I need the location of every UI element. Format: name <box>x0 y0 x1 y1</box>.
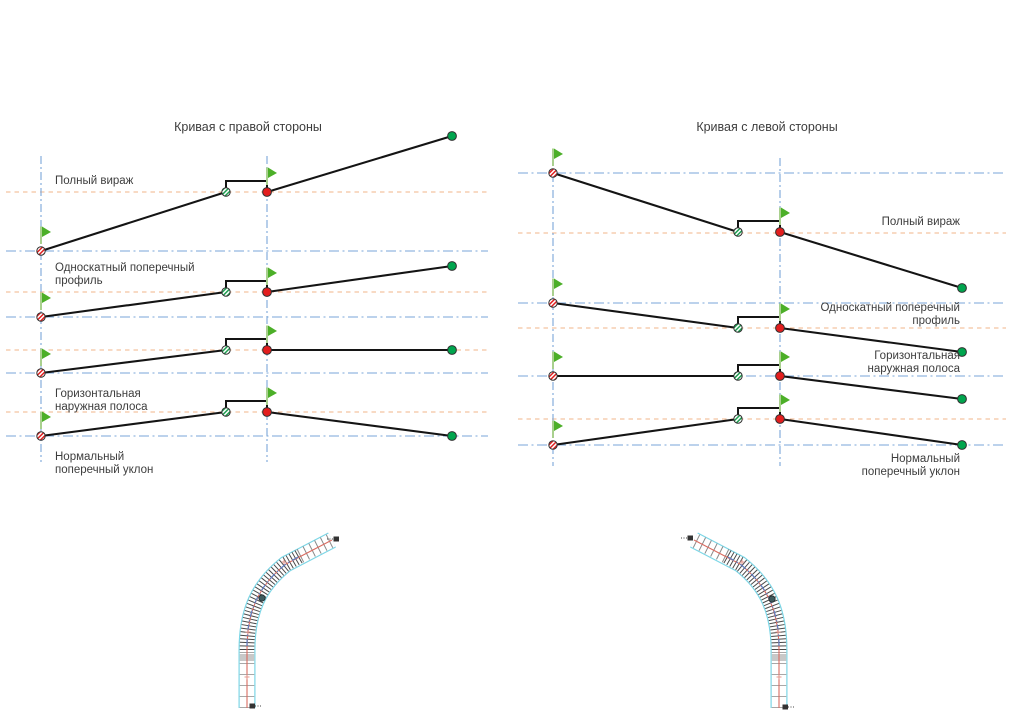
green-flag-icon <box>40 348 51 366</box>
end-point-marker <box>957 347 967 357</box>
pivot-point-marker <box>262 187 272 197</box>
row-label-1-2: Горизонтальная наружная полоса <box>867 350 960 376</box>
pivot-point-marker <box>775 323 785 333</box>
curve-axis-line <box>246 556 299 647</box>
green-flag-icon <box>779 207 790 225</box>
station-marker <box>249 703 261 709</box>
step-bracket <box>737 220 781 228</box>
start-point-marker <box>36 312 46 322</box>
green-flag-icon <box>779 351 790 369</box>
green-flag-icon <box>552 351 563 369</box>
row-label-1-0: Полный вираж <box>881 216 960 228</box>
green-flag-icon <box>552 420 563 438</box>
transition-point-marker <box>733 371 743 381</box>
end-point-marker <box>957 394 967 404</box>
transition-point-marker <box>221 287 231 297</box>
start-point-marker <box>548 440 558 450</box>
curve-axis-line <box>727 556 780 647</box>
curve-midpoint-marker <box>768 595 776 603</box>
start-point-marker <box>548 371 558 381</box>
start-point-marker <box>36 431 46 441</box>
green-flag-icon <box>779 394 790 412</box>
green-flag-icon <box>552 278 563 296</box>
green-flag-icon <box>266 387 277 405</box>
green-flag-icon <box>779 303 790 321</box>
station-marker <box>782 704 794 710</box>
plan-view-left-curve <box>681 532 794 710</box>
pivot-point-marker <box>775 414 785 424</box>
row-label-1-1: Односкатный поперечный профиль <box>820 302 960 328</box>
end-point-marker <box>447 431 457 441</box>
station-marker <box>681 535 693 541</box>
end-point-marker <box>447 261 457 271</box>
end-point-marker <box>957 283 967 293</box>
curve-midpoint-marker <box>258 594 266 602</box>
row-label-0-2: Горизонтальная наружная полоса <box>55 388 148 414</box>
end-point-marker <box>447 131 457 141</box>
green-flag-icon <box>40 226 51 244</box>
diagram-curve-left-side <box>518 148 1006 466</box>
green-flag-icon <box>40 292 51 310</box>
plan-view-right-curve <box>238 532 339 709</box>
step-bracket <box>225 280 268 288</box>
pivot-point-marker <box>262 345 272 355</box>
left-diagram-title: Кривая с правой стороны <box>174 120 322 134</box>
green-flag-icon <box>266 167 277 185</box>
transition-point-marker <box>733 227 743 237</box>
transition-point-marker <box>221 345 231 355</box>
row-label-0-3: Нормальный поперечный уклон <box>55 451 154 477</box>
pivot-point-marker <box>262 287 272 297</box>
transition-point-marker <box>221 187 231 197</box>
green-flag-icon <box>266 325 277 343</box>
step-bracket <box>737 316 781 324</box>
transition-point-marker <box>733 414 743 424</box>
step-bracket <box>737 407 781 415</box>
end-point-marker <box>447 345 457 355</box>
transition-point-marker <box>733 323 743 333</box>
green-flag-icon <box>552 148 563 166</box>
step-bracket <box>737 364 781 372</box>
step-bracket <box>225 338 268 346</box>
start-point-marker <box>36 246 46 256</box>
step-bracket <box>225 180 268 188</box>
start-point-marker <box>548 168 558 178</box>
diagram-curve-right-side <box>6 131 488 462</box>
green-flag-icon <box>266 267 277 285</box>
start-point-marker <box>36 368 46 378</box>
end-point-marker <box>957 440 967 450</box>
pivot-point-marker <box>262 407 272 417</box>
row-label-0-0: Полный вираж <box>55 175 134 187</box>
step-bracket <box>225 400 268 408</box>
pivot-point-marker <box>775 227 785 237</box>
right-diagram-title: Кривая с левой стороны <box>696 120 838 134</box>
green-flag-icon <box>40 411 51 429</box>
transition-point-marker <box>221 407 231 417</box>
row-label-1-3: Нормальный поперечный уклон <box>861 453 960 479</box>
station-marker <box>327 536 339 542</box>
row-label-0-1: Односкатный поперечный профиль <box>55 262 195 288</box>
start-point-marker <box>548 298 558 308</box>
pivot-point-marker <box>775 371 785 381</box>
